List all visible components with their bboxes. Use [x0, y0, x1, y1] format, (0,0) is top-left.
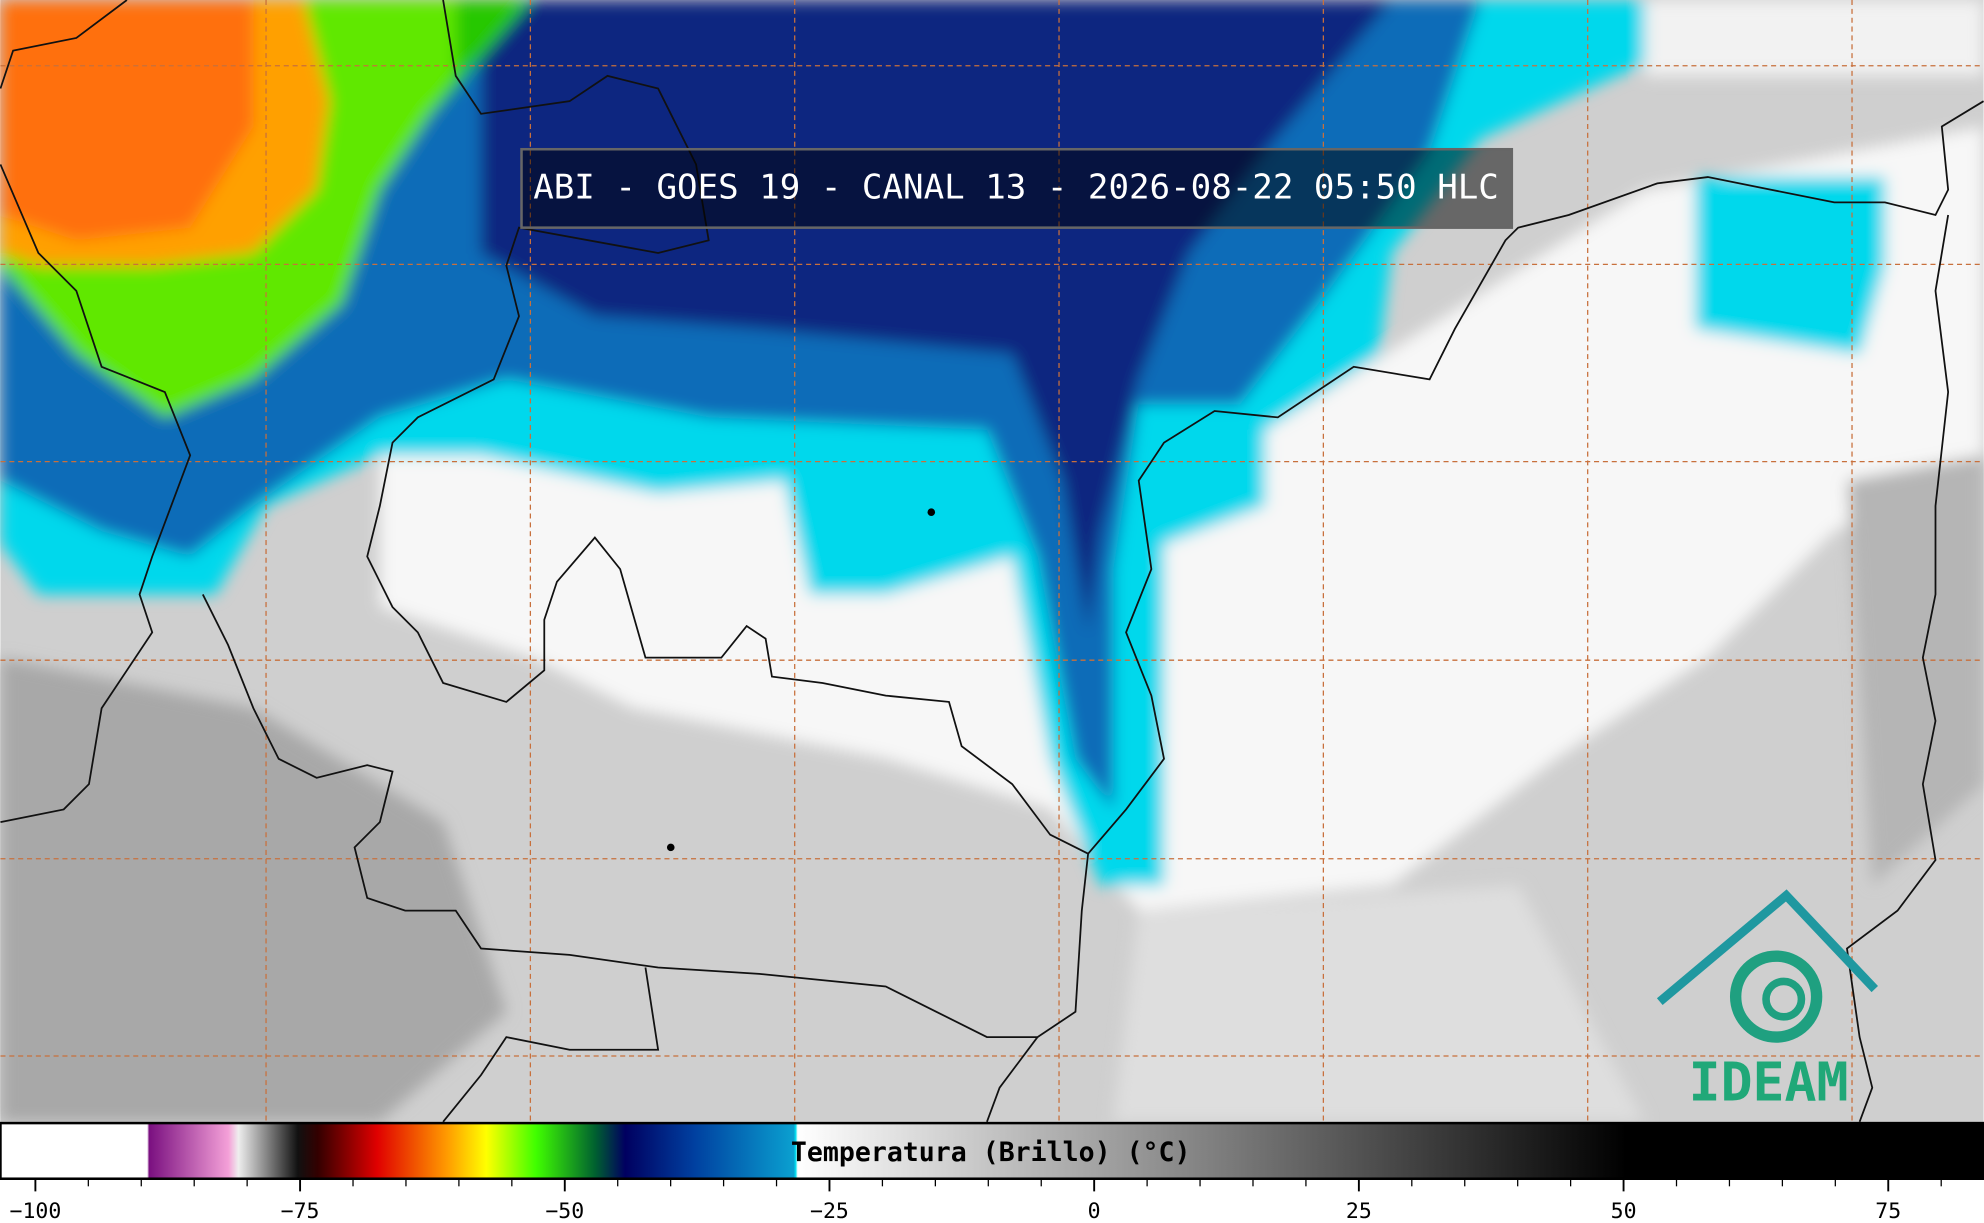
colorbar: Temperatura (Brillo) (°C)	[0, 1121, 1984, 1180]
logo-text: IDEAM	[1689, 1051, 1849, 1113]
tick-label: −100	[9, 1199, 61, 1223]
tick-label: 25	[1346, 1199, 1372, 1223]
colorbar-gradient	[0, 1121, 1984, 1180]
title-box: ABI - GOES 19 - CANAL 13 - 2026-08-22 05…	[520, 147, 1514, 229]
tick-label: 0	[1088, 1199, 1101, 1223]
tick-label: −75	[281, 1199, 320, 1223]
colorbar-label: Temperatura (Brillo) (°C)	[791, 1137, 1191, 1168]
tick-label: −50	[545, 1199, 584, 1223]
tick-label: 50	[1611, 1199, 1637, 1223]
title: ABI - GOES 19 - CANAL 13 - 2026-08-22 05…	[533, 168, 1499, 208]
borders	[0, 0, 1984, 1123]
grid	[0, 0, 1984, 1122]
title-background	[520, 147, 1514, 229]
tick-label: −25	[810, 1199, 849, 1223]
tick-label: 75	[1875, 1199, 1901, 1223]
logo: IDEAM	[1656, 889, 1879, 1113]
